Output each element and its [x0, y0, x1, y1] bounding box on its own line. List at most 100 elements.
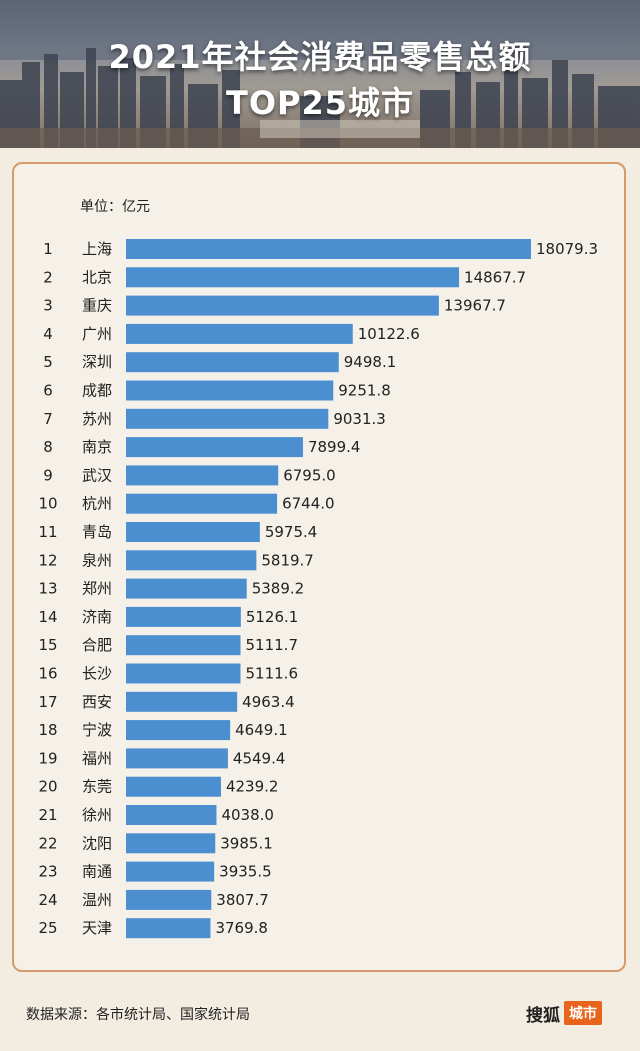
value-label: 5126.1 — [246, 608, 299, 626]
rank-label: 11 — [38, 523, 57, 541]
bar — [126, 663, 241, 684]
bar — [126, 352, 339, 373]
city-label: 重庆 — [82, 297, 112, 315]
rank-label: 7 — [43, 410, 53, 428]
city-label: 青岛 — [82, 523, 112, 541]
city-label: 北京 — [82, 268, 112, 286]
city-label: 宁波 — [82, 721, 112, 739]
city-label: 温州 — [82, 891, 112, 909]
city-label: 南京 — [82, 438, 112, 456]
bar — [126, 606, 241, 627]
value-label: 10122.6 — [358, 325, 420, 343]
value-label: 9031.3 — [333, 410, 386, 428]
value-label: 3769.8 — [215, 919, 268, 937]
value-label: 7899.4 — [308, 438, 361, 456]
value-label: 6795.0 — [283, 466, 336, 484]
bar — [126, 437, 303, 458]
rank-label: 22 — [38, 834, 57, 852]
city-label: 南通 — [82, 863, 112, 881]
city-label: 徐州 — [82, 806, 112, 824]
rank-label: 19 — [38, 749, 57, 767]
rank-label: 24 — [38, 891, 57, 909]
value-label: 3935.5 — [219, 863, 271, 881]
rank-label: 9 — [43, 466, 53, 484]
rank-label: 2 — [43, 268, 53, 286]
unit-label: 单位：亿元 — [80, 199, 150, 215]
value-label: 5819.7 — [261, 551, 314, 569]
city-label: 长沙 — [82, 665, 112, 683]
value-label: 3807.7 — [216, 891, 269, 909]
value-label: 4649.1 — [235, 721, 288, 739]
header-banner: 2021年社会消费品零售总额 TOP25城市 — [0, 0, 640, 148]
city-label: 东莞 — [82, 778, 112, 796]
chart-title-line2: TOP25城市 — [225, 84, 415, 122]
value-label: 4963.4 — [242, 693, 294, 711]
bar — [126, 805, 217, 825]
bar — [126, 550, 257, 571]
rank-label: 21 — [38, 806, 57, 824]
rank-label: 5 — [43, 353, 53, 371]
value-label: 4038.0 — [221, 806, 274, 824]
value-label: 5111.7 — [246, 636, 299, 654]
city-label: 广州 — [82, 325, 112, 343]
value-label: 18079.3 — [536, 240, 598, 258]
value-label: 3985.1 — [220, 834, 273, 852]
city-label: 武汉 — [82, 466, 112, 484]
rank-label: 14 — [38, 608, 57, 626]
city-label: 苏州 — [82, 410, 112, 428]
value-label: 4549.4 — [233, 749, 286, 767]
city-label: 福州 — [82, 749, 112, 767]
city-label: 上海 — [82, 240, 112, 258]
city-label: 沈阳 — [82, 834, 112, 852]
bar — [126, 720, 231, 741]
chart-title-line1: 2021年社会消费品零售总额 — [108, 38, 532, 76]
city-label: 合肥 — [82, 636, 112, 654]
bar — [126, 918, 211, 939]
rank-label: 16 — [38, 665, 57, 683]
value-label: 4239.2 — [226, 778, 278, 796]
rank-label: 15 — [38, 636, 57, 654]
bar — [126, 889, 212, 910]
city-skyline-image — [0, 0, 640, 148]
value-label: 5111.6 — [246, 665, 299, 683]
rank-label: 1 — [43, 240, 53, 258]
city-label: 成都 — [82, 382, 112, 400]
value-label: 14867.7 — [464, 268, 526, 286]
bar — [126, 691, 238, 712]
rank-label: 3 — [43, 297, 53, 315]
rank-label: 12 — [38, 551, 57, 569]
value-label: 6744.0 — [282, 495, 335, 513]
rank-label: 23 — [38, 863, 57, 881]
bar — [126, 522, 260, 542]
bar — [126, 861, 215, 882]
bar — [126, 239, 531, 259]
bar — [126, 465, 279, 486]
bar — [126, 635, 241, 656]
city-label: 郑州 — [82, 580, 112, 598]
rank-label: 20 — [38, 778, 57, 796]
value-label: 5975.4 — [265, 523, 318, 541]
bar — [126, 323, 353, 344]
bar — [126, 295, 439, 316]
rank-label: 13 — [38, 580, 57, 598]
rank-label: 8 — [43, 438, 53, 456]
value-label: 13967.7 — [444, 297, 506, 315]
city-label: 天津 — [82, 919, 112, 937]
value-label: 9251.8 — [338, 382, 391, 400]
rank-label: 10 — [38, 495, 57, 513]
brand-tag: 城市 — [564, 1001, 602, 1025]
bar — [126, 267, 460, 288]
rank-label: 6 — [43, 382, 53, 400]
bar — [126, 833, 216, 854]
city-label: 深圳 — [82, 353, 112, 371]
value-label: 5389.2 — [252, 580, 305, 598]
value-label: 9498.1 — [344, 353, 397, 371]
rank-label: 18 — [38, 721, 57, 739]
rank-label: 4 — [43, 325, 53, 343]
data-source: 数据来源：各市统计局、国家统计局 — [26, 1007, 250, 1023]
bar — [126, 578, 247, 599]
brand-name: 搜狐 — [526, 1005, 560, 1026]
city-label: 杭州 — [82, 495, 112, 513]
bar — [126, 748, 228, 769]
